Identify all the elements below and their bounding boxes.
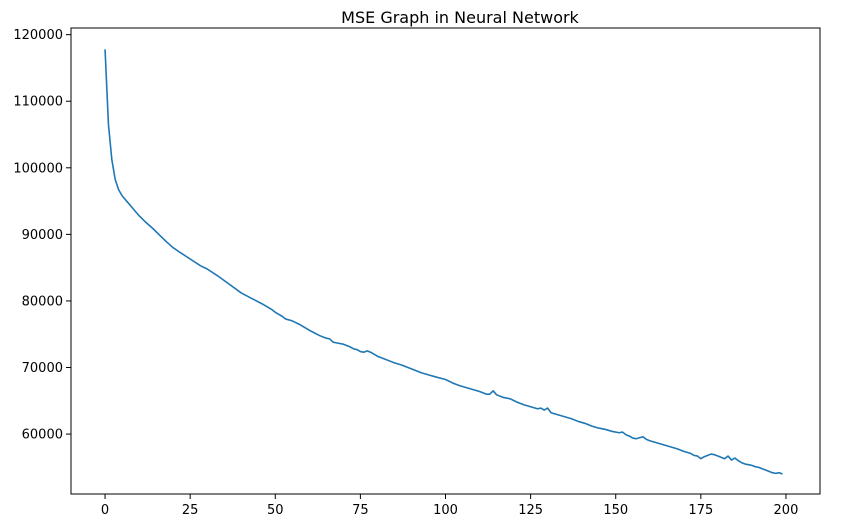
y-tick-label: 120000 — [13, 28, 63, 43]
plot-area — [104, 49, 783, 475]
x-tick-label: 0 — [101, 503, 109, 518]
x-tick-label: 175 — [688, 503, 713, 518]
y-tick-label: 60000 — [22, 428, 63, 443]
y-tick-label: 110000 — [13, 95, 63, 110]
y-tick-label: 90000 — [22, 228, 63, 243]
series-line — [104, 49, 783, 475]
x-tick-label: 25 — [182, 503, 199, 518]
x-tick-label: 125 — [518, 503, 543, 518]
chart-title: MSE Graph in Neural Network — [341, 8, 579, 27]
y-tick-label: 100000 — [13, 161, 63, 176]
x-axis-ticks: 0 25 50 75 100 125 150 175 200 — [101, 494, 798, 518]
axes-frame — [70, 27, 821, 495]
x-tick-label: 150 — [603, 503, 628, 518]
x-tick-label: 75 — [352, 503, 369, 518]
x-tick-label: 100 — [433, 503, 458, 518]
y-tick-label: 70000 — [22, 361, 63, 376]
y-tick-label: 80000 — [22, 294, 63, 309]
x-tick-label: 200 — [774, 503, 799, 518]
x-tick-label: 50 — [267, 503, 284, 518]
y-axis-ticks: 60000 70000 80000 90000 100000 110000 120000 — [13, 28, 71, 443]
